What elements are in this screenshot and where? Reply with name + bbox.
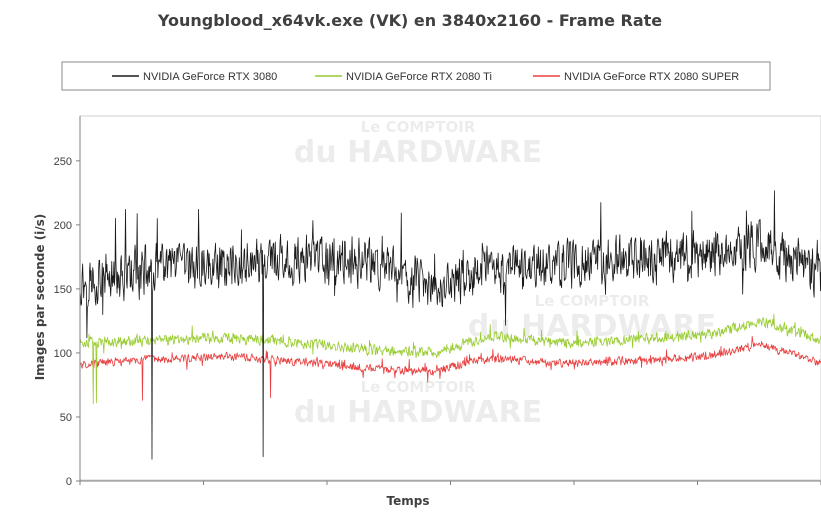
x-axis-title: Temps bbox=[387, 494, 430, 508]
y-axis-title: Images par seconde (i/s) bbox=[33, 214, 47, 381]
legend: NVIDIA GeForce RTX 3080 NVIDIA GeForce RT… bbox=[112, 71, 739, 83]
y-tick-label: 150 bbox=[54, 284, 72, 296]
watermark-line-1: Le COMPTOIR bbox=[361, 118, 476, 136]
series-line bbox=[79, 313, 821, 405]
x-ticks bbox=[79, 481, 821, 485]
series-layer bbox=[79, 190, 821, 460]
y-tick-label: 50 bbox=[60, 412, 72, 424]
legend-box bbox=[61, 61, 771, 91]
series-line bbox=[79, 335, 821, 401]
y-tick-label: 250 bbox=[54, 156, 72, 168]
legend-label: NVIDIA GeForce RTX 2080 SUPER bbox=[564, 71, 739, 83]
watermark-line-2: du HARDWARE bbox=[294, 395, 542, 430]
watermark-line-1: Le COMPTOIR bbox=[361, 378, 476, 396]
watermark-line-2: du HARDWARE bbox=[294, 135, 542, 170]
series-line bbox=[79, 190, 821, 460]
y-tick-label: 100 bbox=[54, 348, 72, 360]
y-tick-label: 0 bbox=[66, 476, 72, 488]
y-ticks: 0 50 100 150 200 250 bbox=[54, 156, 80, 488]
legend-label: NVIDIA GeForce RTX 3080 bbox=[143, 71, 277, 83]
legend-label: NVIDIA GeForce RTX 2080 Ti bbox=[346, 71, 492, 83]
chart-title: Youngblood_x64vk.exe (VK) en 3840x2160 -… bbox=[157, 11, 662, 30]
watermark-line-1: Le COMPTOIR bbox=[535, 292, 650, 310]
y-tick-label: 200 bbox=[54, 220, 72, 232]
